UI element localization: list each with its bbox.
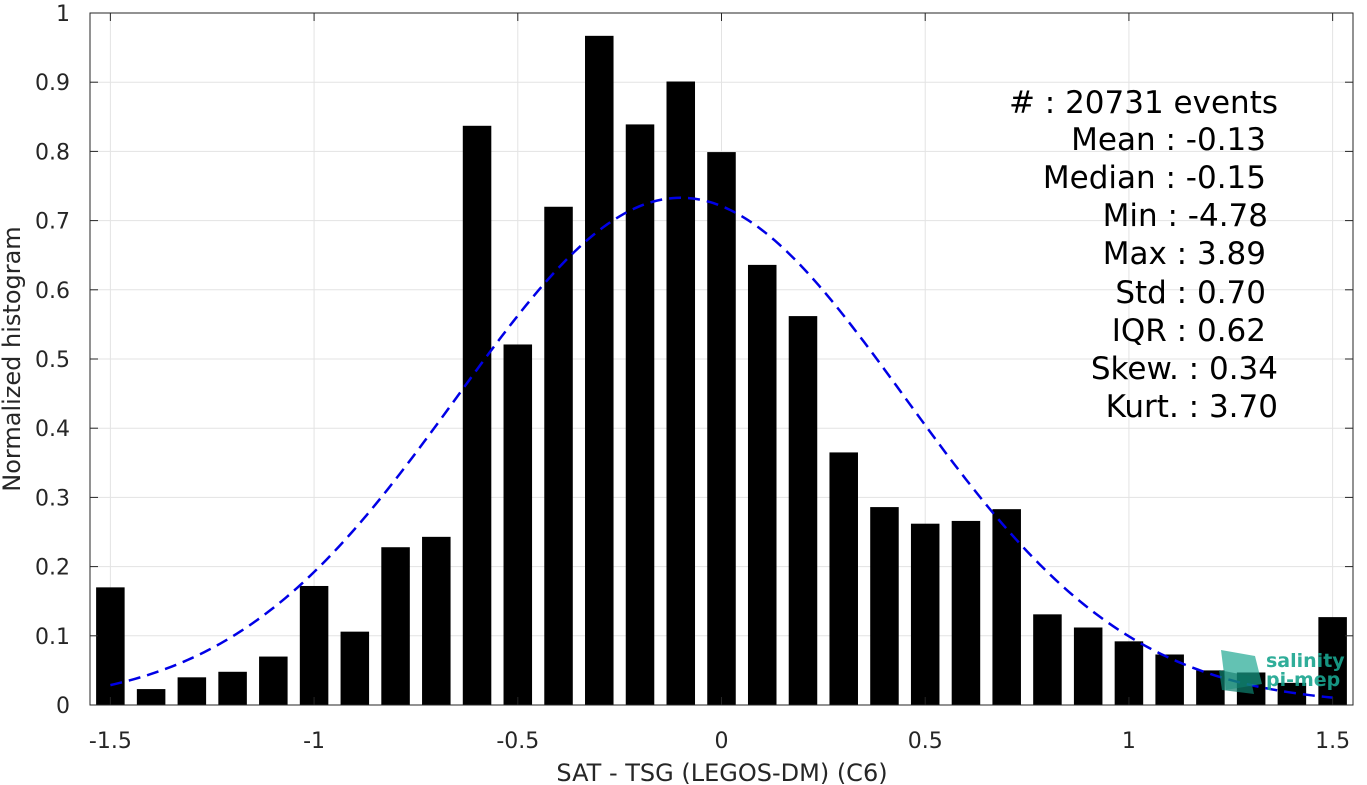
x-tick-label: -0.5: [496, 729, 539, 754]
histogram-bar: [177, 677, 207, 705]
stat-events: # : 20731 events: [1009, 85, 1278, 121]
y-tick-label: 0: [56, 694, 70, 719]
histogram-bar: [625, 124, 655, 706]
histogram-bar: [747, 264, 777, 705]
stat-std: Std : 0.70: [1115, 275, 1266, 311]
stat-median: Median : -0.15: [1043, 160, 1266, 196]
x-tick-label: 0.5: [908, 729, 943, 754]
logo-text-pi-mep: pi-mep: [1266, 669, 1340, 691]
histogram-bar: [788, 316, 818, 705]
logo-text-salinity: salinity: [1266, 650, 1345, 672]
stat-max: Max : 3.89: [1103, 236, 1266, 272]
x-axis-label: SAT - TSG (LEGOS-DM) (C6): [556, 759, 887, 785]
x-tick-label: 0: [715, 729, 729, 754]
x-tick-label: -1: [303, 729, 325, 754]
stat-kurt: Kurt. : 3.70: [1106, 389, 1278, 425]
histogram-bars: [96, 35, 1347, 706]
y-tick-label: 1: [56, 2, 70, 27]
x-tick-label: -1.5: [89, 729, 132, 754]
histogram-bar: [96, 587, 125, 705]
y-tick-label: 0.5: [35, 348, 70, 373]
stat-mean: Mean : -0.13: [1071, 122, 1266, 158]
stat-skew: Skew. : 0.34: [1091, 351, 1278, 387]
histogram-bar: [381, 547, 410, 705]
histogram-bar: [829, 452, 858, 705]
y-axis-label: Normalized histogram: [0, 226, 26, 491]
y-tick-label: 0.8: [35, 140, 70, 165]
x-axis-tick-labels: -1.5 -1 -0.5 0 0.5 1 1.5: [89, 729, 1350, 754]
y-tick-label: 0.3: [35, 486, 70, 511]
x-tick-label: 1.5: [1315, 729, 1350, 754]
histogram-bar: [299, 585, 329, 705]
histogram-bar: [666, 81, 696, 706]
histogram-bar: [1073, 627, 1103, 705]
histogram-bar: [340, 631, 370, 705]
histogram-bar: [870, 507, 899, 705]
axis-ticks: [90, 12, 1353, 706]
histogram-bar: [1033, 614, 1062, 705]
histogram-bar: [462, 125, 492, 705]
histogram-bar: [951, 520, 981, 705]
y-tick-label: 0.6: [35, 279, 70, 304]
histogram-bar: [218, 671, 247, 705]
y-tick-label: 0.9: [35, 71, 70, 96]
histogram-bar: [910, 523, 940, 705]
histogram-bar: [136, 689, 166, 705]
histogram-bar: [503, 344, 533, 705]
stat-iqr: IQR : 0.62: [1112, 313, 1266, 349]
histogram-bar: [1318, 617, 1347, 705]
gaussian-fit-curve: [110, 196, 1333, 699]
histogram-bar: [1114, 641, 1144, 705]
histogram-bar: [259, 656, 288, 705]
histogram-bar: [992, 509, 1021, 705]
y-tick-label: 0.2: [35, 556, 70, 581]
histogram-bar: [585, 35, 614, 705]
y-axis-tick-labels: 0 0.1 0.2 0.3 0.4 0.5 0.6 0.7 0.8 0.9 1: [35, 2, 70, 719]
statistics-annotation: # : 20731 events Mean : -0.13 Median : -…: [1009, 85, 1278, 425]
x-tick-label: 1: [1122, 729, 1136, 754]
histogram-bar: [544, 206, 573, 705]
stat-min: Min : -4.78: [1103, 198, 1268, 234]
histogram-bar: [707, 152, 736, 706]
y-tick-label: 0.4: [35, 417, 70, 442]
logo-shape-icon: [1219, 670, 1254, 694]
histogram-bar: [422, 536, 451, 705]
y-tick-label: 0.7: [35, 210, 70, 235]
y-tick-label: 0.1: [35, 625, 70, 650]
salinity-pi-mep-logo: salinity pi-mep: [1219, 650, 1345, 694]
